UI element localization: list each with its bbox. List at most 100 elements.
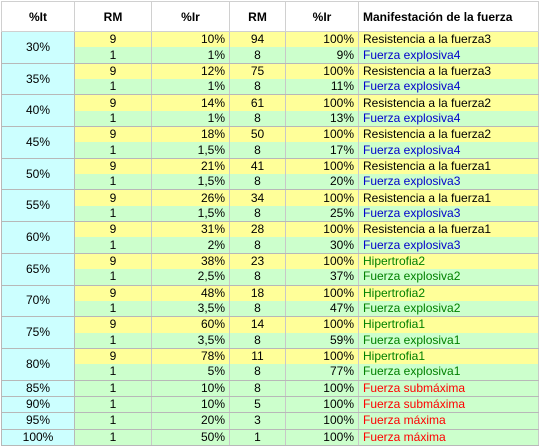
intensity-cell: 85% [1, 379, 75, 397]
ir-cell: 10% [151, 31, 230, 48]
rm-cell: 8 [229, 332, 286, 349]
table-row: 95% 1 20% 3 100% Fuerza máxima [1, 412, 539, 430]
ir-cell: 59% [285, 332, 359, 349]
manifestacion-cell: Resistencia a la fuerza1 [358, 157, 539, 175]
ir-cell: 60% [151, 316, 230, 333]
ir-cell: 100% [285, 379, 359, 397]
ir-cell: 100% [285, 189, 359, 206]
manifestacion-cell: Fuerza submáxima [358, 379, 539, 397]
manifestacion-cell: Fuerza explosiva3 [358, 205, 539, 223]
rm-cell: 8 [229, 300, 286, 318]
ir-cell: 30% [285, 237, 359, 254]
rm-cell: 9 [74, 284, 152, 301]
manifestacion-cell: Resistencia a la fuerza1 [358, 221, 539, 238]
table-row: 80% 9 78% 11 100% Hipertrofia1 [1, 347, 539, 381]
rm-cell: 1 [74, 395, 152, 414]
table-body: 30% 9 10% 94 100% Resistencia a la fuerza3 1 1%… [1, 31, 539, 447]
table-row: 1 3,5% 8 59% Fuerza explosiva1 [2, 332, 539, 349]
rm-cell: 94 [229, 31, 286, 48]
table-row: 55% 9 26% 34 100% Resistencia a la fuerza1 [1, 189, 539, 223]
rm-cell: 1 [74, 47, 152, 64]
manifestacion-cell: Fuerza explosiva4 [358, 47, 539, 64]
table-row: 40% 9 14% 61 100% Resistencia a la fuerza2 [1, 94, 539, 128]
rm-cell: 11 [229, 347, 286, 365]
ir-cell: 48% [151, 284, 230, 301]
rm-cell: 50 [229, 126, 286, 143]
header-it: %It [1, 1, 75, 32]
ir-cell: 9% [285, 47, 359, 64]
ir-cell: 20% [151, 412, 230, 430]
ir-cell: 10% [151, 395, 230, 414]
rm-cell: 14 [229, 316, 286, 333]
ir-cell: 2,5% [151, 269, 230, 286]
rm-cell: 1 [74, 174, 152, 191]
rm-cell: 23 [229, 252, 286, 270]
ir-cell: 100% [285, 395, 359, 414]
manifestacion-cell: Fuerza explosiva2 [358, 300, 539, 318]
rm-cell: 1 [74, 237, 152, 254]
manifestacion-cell: Resistencia a la fuerza2 [358, 126, 539, 143]
table-row: 1 1% 8 11% Fuerza explosiva4 [2, 79, 539, 96]
ir-cell: 17% [285, 142, 359, 159]
rm-cell: 1 [74, 332, 152, 349]
ir-cell: 2% [151, 237, 230, 254]
table-row: 90% 1 10% 5 100% Fuerza submáxima [1, 395, 539, 414]
rm-cell: 41 [229, 157, 286, 175]
rm-cell: 8 [229, 237, 286, 254]
rm-cell: 61 [229, 94, 286, 111]
rm-cell: 1 [74, 142, 152, 159]
rm-cell: 34 [229, 189, 286, 206]
ir-cell: 21% [151, 157, 230, 175]
table-row: 85% 1 10% 8 100% Fuerza submáxima [1, 379, 539, 397]
ir-cell: 31% [151, 221, 230, 238]
rm-cell: 8 [229, 269, 286, 286]
table-row: 1 1% 8 13% Fuerza explosiva4 [2, 110, 539, 128]
intensity-cell: 30% [1, 31, 75, 64]
ir-cell: 100% [285, 94, 359, 111]
ir-cell: 100% [285, 126, 359, 143]
rm-cell: 8 [229, 79, 286, 96]
header-manifestacion: Manifestación de la fuerza [358, 1, 539, 32]
intensity-cell: 50% [1, 157, 75, 191]
table-row: 50% 9 21% 41 100% Resistencia a la fuerza1 [1, 157, 539, 191]
manifestacion-cell: Fuerza submáxima [358, 395, 539, 414]
manifestacion-cell: Fuerza máxima [358, 428, 539, 447]
ir-cell: 100% [285, 157, 359, 175]
rm-cell: 1 [74, 110, 152, 128]
intensity-cell: 45% [1, 126, 75, 159]
rm-cell: 9 [74, 347, 152, 365]
intensity-cell: 55% [1, 189, 75, 223]
rm-cell: 9 [74, 189, 152, 206]
ir-cell: 78% [151, 347, 230, 365]
ir-cell: 13% [285, 110, 359, 128]
table-row: 1 3,5% 8 47% Fuerza explosiva2 [2, 300, 539, 318]
rm-cell: 75 [229, 62, 286, 80]
rm-cell: 9 [74, 157, 152, 175]
rm-cell: 1 [74, 269, 152, 286]
manifestacion-cell: Resistencia a la fuerza2 [358, 94, 539, 111]
ir-cell: 5% [151, 364, 230, 381]
ir-cell: 37% [285, 269, 359, 286]
manifestacion-cell: Fuerza explosiva1 [358, 332, 539, 349]
manifestacion-cell: Resistencia a la fuerza3 [358, 62, 539, 80]
rm-cell: 1 [74, 300, 152, 318]
rm-cell: 9 [74, 31, 152, 48]
ir-cell: 100% [285, 31, 359, 48]
header-rm-1: RM [74, 1, 152, 32]
rm-cell: 9 [74, 221, 152, 238]
header-rm-2: RM [229, 1, 286, 32]
manifestacion-cell: Resistencia a la fuerza1 [358, 189, 539, 206]
ir-cell: 100% [285, 316, 359, 333]
rm-cell: 8 [229, 364, 286, 381]
manifestacion-cell: Fuerza máxima [358, 412, 539, 430]
rm-cell: 1 [74, 205, 152, 223]
ir-cell: 12% [151, 62, 230, 80]
ir-cell: 1% [151, 110, 230, 128]
ir-cell: 100% [285, 252, 359, 270]
intensity-cell: 95% [1, 412, 75, 430]
rm-cell: 8 [229, 142, 286, 159]
rm-cell: 9 [74, 252, 152, 270]
table-row: 70% 9 48% 18 100% Hipertrofia2 [1, 284, 539, 318]
manifestacion-cell: Fuerza explosiva2 [358, 269, 539, 286]
